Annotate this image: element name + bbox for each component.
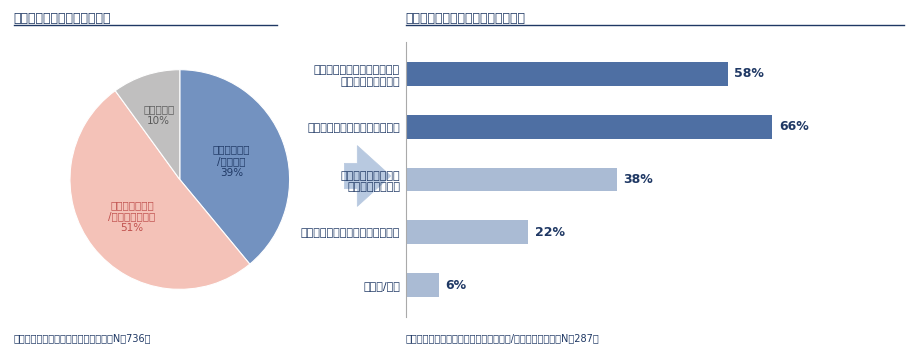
Text: 38%: 38% xyxy=(623,173,653,186)
Text: 分からない
10%: 分からない 10% xyxy=(143,104,174,126)
Wedge shape xyxy=(180,70,290,264)
Bar xyxy=(406,115,772,139)
Bar xyxy=(406,168,617,191)
Bar xyxy=(406,62,727,86)
Text: 66%: 66% xyxy=(779,120,809,133)
Text: 委託していない
/委託しない予定
51%: 委託していない /委託しない予定 51% xyxy=(109,200,156,233)
Text: 委託している
/委託予定
39%: 委託している /委託予定 39% xyxy=(213,144,250,177)
Text: 22%: 22% xyxy=(535,226,564,239)
Bar xyxy=(406,273,439,297)
Text: ベース：グループに属する企業全体（N＝736）: ベース：グループに属する企業全体（N＝736） xyxy=(14,333,151,344)
Text: アウトソーサーに委託する業務内容: アウトソーサーに委託する業務内容 xyxy=(406,12,526,25)
Bar xyxy=(406,220,527,244)
Text: 6%: 6% xyxy=(445,279,467,291)
Text: アウトソーサーへの委託状況: アウトソーサーへの委託状況 xyxy=(14,12,112,25)
Text: 58%: 58% xyxy=(735,68,764,80)
Wedge shape xyxy=(70,91,250,289)
Text: ベース：アウトソーサーに委託している/委託予定の企業（N＝287）: ベース：アウトソーサーに委託している/委託予定の企業（N＝287） xyxy=(406,333,599,344)
FancyArrow shape xyxy=(345,146,391,206)
Wedge shape xyxy=(115,70,180,180)
